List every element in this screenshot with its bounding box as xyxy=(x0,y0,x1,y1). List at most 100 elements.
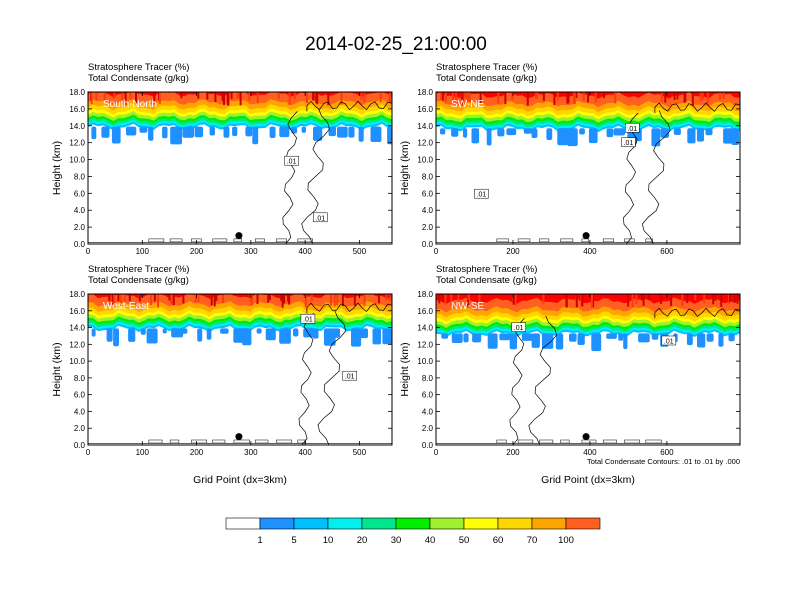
tracer-stripe xyxy=(614,92,617,104)
tracer-blob xyxy=(697,333,706,348)
tracer-blob xyxy=(579,128,585,135)
ground-contour xyxy=(517,439,534,444)
condensate-contour xyxy=(282,111,298,244)
tracer-blob xyxy=(521,333,533,341)
tracer-stripe xyxy=(670,294,673,306)
colorbar-swatch xyxy=(497,517,533,530)
tracer-stripe xyxy=(129,92,132,100)
ground-contour xyxy=(645,439,662,444)
tracer-blob xyxy=(591,333,602,352)
tracer-stripe xyxy=(514,294,517,306)
tracer-stripe xyxy=(333,294,336,307)
tracer-stripe xyxy=(363,294,366,306)
colorbar-swatch xyxy=(293,517,329,530)
condensate-contour xyxy=(317,310,347,445)
tracer-blob xyxy=(328,126,336,137)
tracer-stripe xyxy=(206,92,209,100)
contour-label-box xyxy=(511,322,526,332)
tracer-blob xyxy=(660,128,669,138)
tracer-blob xyxy=(252,126,259,145)
condensate-contour xyxy=(306,100,392,112)
tracer-stripe xyxy=(631,294,634,308)
condensate-contour xyxy=(509,318,525,445)
colorbar-label: 10 xyxy=(323,535,334,546)
tracer-stripe xyxy=(256,294,259,305)
tracer-blob xyxy=(101,126,110,138)
contour-label: .01 xyxy=(624,140,634,147)
y-tick-label: 6.0 xyxy=(74,189,86,198)
x-tick-label: 600 xyxy=(660,247,674,256)
ground-contour xyxy=(602,439,617,444)
tracer-stripe xyxy=(452,92,454,102)
tracer-stripe xyxy=(227,92,230,106)
tracer-blob xyxy=(651,333,659,340)
tracer-blob xyxy=(718,333,724,347)
tracer-stripe xyxy=(215,294,218,301)
tracer-stripe xyxy=(512,294,515,305)
tracer-stripe xyxy=(389,294,392,301)
y-tick-label: 4.0 xyxy=(74,407,86,416)
tracer-blob xyxy=(506,128,517,136)
y-tick-label: 0.0 xyxy=(74,441,86,450)
tracer-stripe xyxy=(457,294,460,302)
x-tick-label: 400 xyxy=(583,247,597,256)
tracer-stripe xyxy=(340,92,343,105)
tracer-stripe xyxy=(575,92,578,98)
tracer-stripe xyxy=(168,294,171,301)
tracer-stripe xyxy=(450,294,453,306)
tracer-stripe xyxy=(172,294,175,306)
location-marker xyxy=(235,232,243,240)
x-axis-label: Grid Point (dx=3km) xyxy=(541,474,635,486)
tracer-stripe xyxy=(153,294,156,302)
tracer-blob xyxy=(139,126,148,133)
y-tick-label: 10.0 xyxy=(69,357,85,366)
tracer-stripe xyxy=(385,294,388,300)
tracer-stripe xyxy=(659,294,662,304)
colorbar-label: 60 xyxy=(493,535,504,546)
panel-sw-ne: Stratosphere Tracer (%)Total Condensate … xyxy=(399,62,741,256)
tracer-stripe xyxy=(587,92,589,103)
condensate-contour xyxy=(641,110,671,244)
tracer-blob xyxy=(232,126,238,137)
tracer-stripe xyxy=(221,92,224,99)
plot-frame xyxy=(87,293,393,446)
tracer-stripe xyxy=(182,294,185,304)
tracer-stripe xyxy=(640,294,643,301)
ground-contour xyxy=(297,439,306,444)
contour-label-box xyxy=(661,335,677,346)
tracer-stripe xyxy=(128,294,131,301)
y-tick-label: 4.0 xyxy=(422,407,434,416)
colorbar-label: 20 xyxy=(357,535,368,546)
ground-contour xyxy=(254,439,269,444)
tracer-blob xyxy=(638,333,650,343)
tracer-band xyxy=(88,294,392,299)
tracer-band xyxy=(436,92,740,99)
tracer-stripe xyxy=(153,92,156,102)
plot-area xyxy=(88,92,392,244)
ground-contour xyxy=(560,439,570,444)
y-tick-label: 12.0 xyxy=(417,139,433,148)
tracer-stripe xyxy=(197,92,200,99)
tracer-stripe xyxy=(103,92,106,101)
tracer-stripe xyxy=(464,92,467,98)
ground-contour xyxy=(148,439,163,444)
tracer-stripe xyxy=(268,294,271,301)
tracer-stripe xyxy=(283,294,286,304)
tracer-blob xyxy=(606,333,617,339)
x-tick-label: 400 xyxy=(298,448,312,457)
colorbar: 1 5 10 20 30 40 50 60 70 100 xyxy=(225,517,601,546)
tracer-blob xyxy=(623,333,628,350)
colorbar-swatch xyxy=(327,517,363,530)
tracer-stripe xyxy=(694,294,697,301)
label-tracer: Stratosphere Tracer (%) xyxy=(88,264,189,275)
tracer-blob xyxy=(194,126,203,138)
x-tick-label: 200 xyxy=(190,247,204,256)
colorbar-label: 100 xyxy=(558,535,574,546)
y-tick-label: 8.0 xyxy=(74,374,86,383)
y-tick-label: 18.0 xyxy=(69,88,85,97)
condensate-contour xyxy=(306,302,392,314)
tracer-blob xyxy=(567,128,578,147)
colorbar-swatch xyxy=(395,517,431,530)
contour-label-box xyxy=(625,123,640,133)
x-tick-label: 500 xyxy=(353,247,367,256)
